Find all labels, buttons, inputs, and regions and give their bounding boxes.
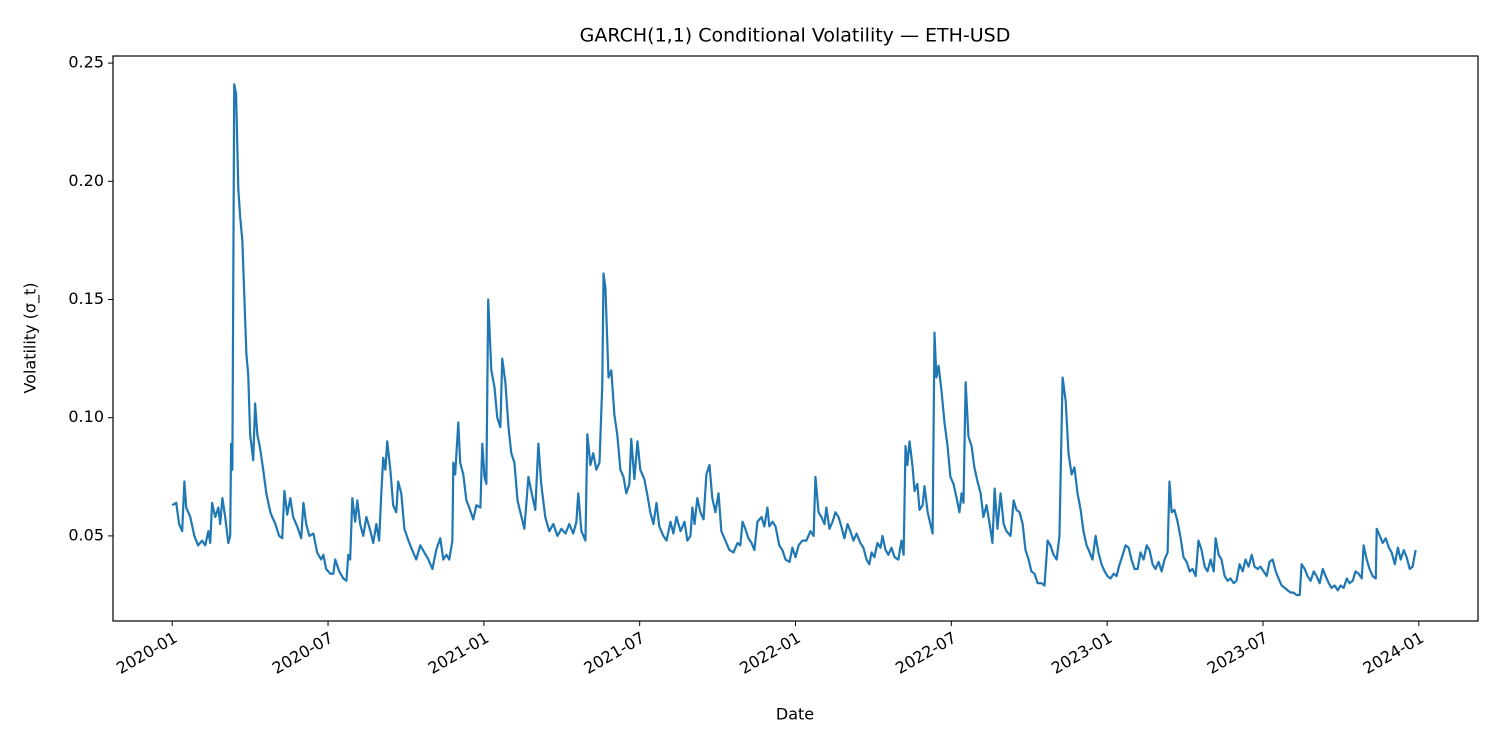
x-tick-label: 2021-07 [581, 628, 648, 678]
x-tick-label: 2020-07 [269, 628, 336, 678]
x-tick-label: 2021-01 [425, 628, 492, 678]
y-tick-label: 0.05 [68, 525, 104, 544]
y-tick-label: 0.20 [68, 171, 104, 190]
x-axis-label: Date [776, 705, 814, 724]
chart-title: GARCH(1,1) Conditional Volatility — ETH-… [580, 25, 1011, 47]
y-tick-label: 0.10 [68, 407, 104, 426]
x-tick-label: 2020-01 [113, 628, 180, 678]
x-tick-label: 2022-01 [736, 628, 803, 678]
x-tick-label: 2024-01 [1360, 628, 1427, 678]
x-tick-label: 2023-01 [1048, 628, 1115, 678]
x-tick-label: 2022-07 [892, 628, 959, 678]
volatility-line [171, 83, 1417, 597]
y-tick-label: 0.25 [68, 53, 104, 72]
y-tick-label: 0.15 [68, 289, 104, 308]
plot-frame [112, 55, 1479, 622]
y-axis-label: Volatility (σ_t) [21, 282, 41, 393]
x-tick-label: 2023-07 [1204, 628, 1271, 678]
